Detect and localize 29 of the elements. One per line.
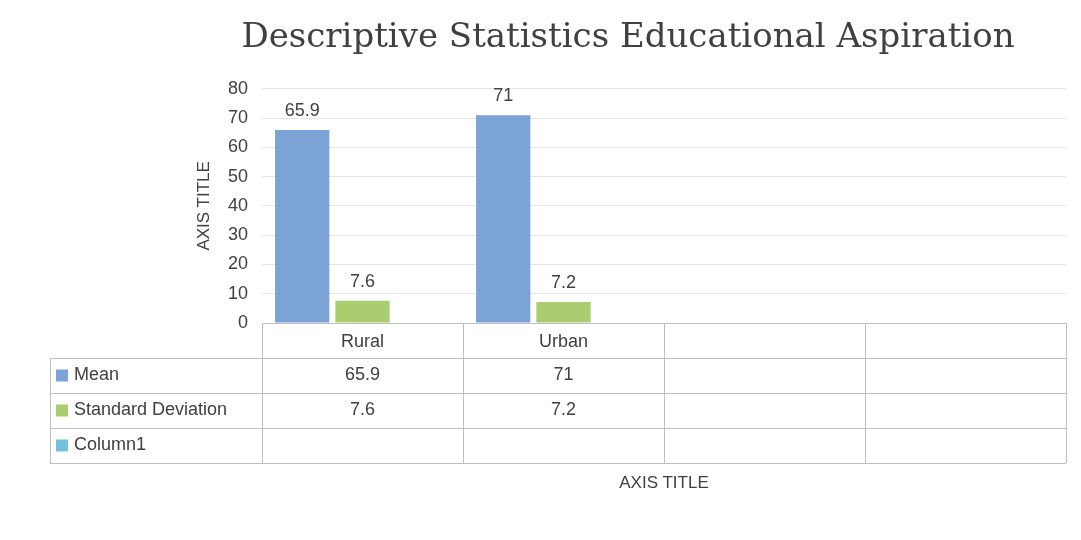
bar bbox=[536, 301, 591, 323]
legend-label: Mean bbox=[74, 364, 120, 385]
data-label: 71 bbox=[553, 364, 574, 385]
annotation: 71 bbox=[493, 85, 514, 106]
annotation: 7.6 bbox=[349, 270, 376, 291]
legend-label: Column1 bbox=[74, 434, 147, 455]
y-tick-label: 80 bbox=[227, 77, 248, 98]
bar bbox=[275, 130, 330, 323]
y-tick-label: 50 bbox=[227, 165, 248, 186]
bar bbox=[335, 300, 390, 323]
text: AXIS TITLE bbox=[619, 472, 709, 492]
y-tick-label: 30 bbox=[227, 224, 248, 245]
x-tick-label: Urban bbox=[538, 330, 589, 351]
y-tick-label: 0 bbox=[237, 311, 248, 332]
legend-label: Standard Deviation bbox=[74, 399, 228, 420]
y-tick-label: 70 bbox=[227, 107, 248, 128]
y-axis-title: AXIS TITLE bbox=[193, 161, 213, 251]
annotation: 65.9 bbox=[284, 100, 320, 121]
bar bbox=[476, 115, 531, 323]
chart-title: Descriptive Statistics Educational Aspiration bbox=[241, 15, 1015, 56]
y-tick-label: 40 bbox=[227, 194, 248, 215]
y-tick-label: 10 bbox=[227, 282, 248, 303]
annotation: 7.2 bbox=[550, 271, 577, 292]
x-tick-label: Rural bbox=[340, 330, 385, 351]
data-label: 7.2 bbox=[550, 399, 577, 420]
data-label: 65.9 bbox=[344, 364, 381, 385]
y-tick-label: 60 bbox=[227, 136, 248, 157]
y-tick-label: 20 bbox=[227, 253, 248, 274]
data-label: 7.6 bbox=[349, 399, 376, 420]
